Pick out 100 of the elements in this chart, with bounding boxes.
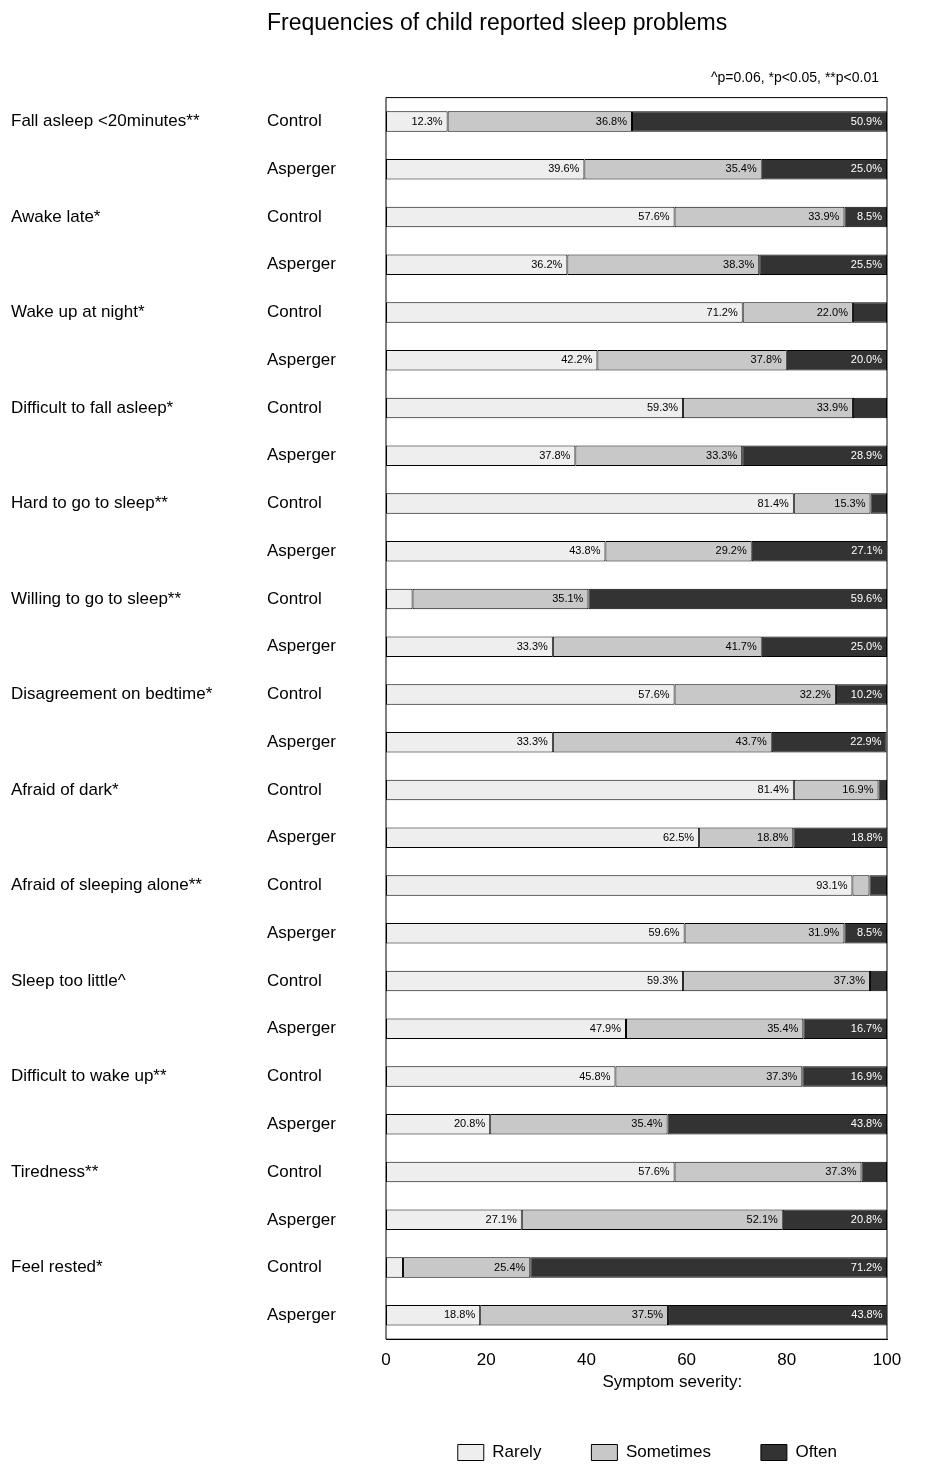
data-label: 16.7% xyxy=(850,1021,883,1034)
y-tick-label: Control xyxy=(267,588,322,608)
text: ^p=0.06, *p<0.05, **p<0.01 xyxy=(710,69,880,86)
y-tick-label: Asperger xyxy=(267,731,337,751)
data-label: 42.2% xyxy=(561,353,593,366)
data-label: 37.5% xyxy=(631,1308,664,1321)
y-tick-label: Control xyxy=(267,302,322,322)
data-label: 33.9% xyxy=(808,210,840,223)
data-label: 93.1% xyxy=(816,878,848,891)
text: Disagreement on bedtime* xyxy=(11,684,213,704)
x-tick-label: 60 xyxy=(677,1350,697,1370)
data-label: 18.8% xyxy=(851,830,883,843)
data-label: 57.6% xyxy=(638,210,670,223)
data-label: 71.2% xyxy=(706,305,738,318)
text: Feel rested* xyxy=(11,1257,104,1277)
chart-title: Frequencies of child reported sleep problems xyxy=(267,9,728,36)
data-label: 31.9% xyxy=(808,926,840,939)
data-label: 27.1% xyxy=(851,544,883,557)
legend-label: Sometimes xyxy=(625,1442,711,1462)
data-label: 52.1% xyxy=(746,1212,778,1225)
data-label: 36.8% xyxy=(595,114,628,127)
data-label: 81.4% xyxy=(757,783,790,796)
text: Hard to go to sleep** xyxy=(11,493,169,513)
data-label: 59.6% xyxy=(850,592,883,605)
data-label: 16.9% xyxy=(842,783,874,796)
y-tick-label: Control xyxy=(267,875,322,895)
data-label: 59.3% xyxy=(646,401,679,414)
data-label: 37.3% xyxy=(833,974,866,987)
data-label: 22.0% xyxy=(816,305,849,318)
data-label: 15.3% xyxy=(834,496,866,509)
text: Afraid of sleeping alone** xyxy=(11,875,203,895)
data-label: 37.3% xyxy=(825,1165,857,1178)
data-label: 41.7% xyxy=(725,639,757,652)
y-tick-label: Control xyxy=(267,1257,322,1277)
text: Sleep too little^ xyxy=(11,970,126,990)
y-tick-label: Asperger xyxy=(267,1209,337,1229)
y-tick-label: Control xyxy=(267,1066,322,1086)
data-label: 18.8% xyxy=(443,1308,476,1321)
data-label: 50.9% xyxy=(850,114,883,127)
data-label: 47.9% xyxy=(589,1021,622,1034)
y-tick-label: Control xyxy=(267,970,322,990)
x-tick-label: 100 xyxy=(872,1350,902,1370)
y-tick-label: Control xyxy=(267,111,322,131)
data-label: 33.3% xyxy=(706,448,738,461)
text: Difficult to wake up** xyxy=(11,1066,167,1086)
data-label: 20.8% xyxy=(454,1117,486,1130)
text: Fall asleep <20minutes** xyxy=(11,111,200,131)
data-label: 81.4% xyxy=(757,496,790,509)
data-label: 28.9% xyxy=(850,448,883,461)
data-label: 10.2% xyxy=(850,687,883,700)
data-label: 43.7% xyxy=(735,735,767,748)
data-label: 29.2% xyxy=(715,544,747,557)
data-label: 33.3% xyxy=(516,639,549,652)
data-label: 25.4% xyxy=(494,1260,526,1273)
y-tick-label: Asperger xyxy=(267,1114,337,1133)
data-label: 20.0% xyxy=(850,353,883,366)
data-label: 37.8% xyxy=(750,353,783,366)
y-tick-label: Asperger xyxy=(267,1018,337,1038)
y-tick-label: Asperger xyxy=(267,445,337,465)
x-tick-label: 80 xyxy=(777,1350,797,1370)
data-label: 33.3% xyxy=(516,735,549,748)
data-label: 39.6% xyxy=(548,162,580,175)
y-tick-label: Asperger xyxy=(267,922,337,942)
y-tick-label: Control xyxy=(267,206,322,226)
data-label: 35.1% xyxy=(552,592,584,605)
data-label: 37.8% xyxy=(539,448,571,461)
text: Afraid of dark* xyxy=(11,779,120,799)
x-tick-label: 20 xyxy=(476,1350,496,1370)
x-tick-label: 0 xyxy=(381,1350,391,1370)
data-label: 16.9% xyxy=(850,1069,883,1082)
data-label: 20.8% xyxy=(850,1212,883,1225)
data-label: 22.9% xyxy=(850,735,882,748)
y-tick-label: Asperger xyxy=(267,540,337,560)
y-tick-label: Control xyxy=(267,779,322,799)
text: Tiredness** xyxy=(11,1161,99,1181)
data-label: 33.9% xyxy=(816,401,849,414)
legend-label: Rarely xyxy=(492,1442,542,1462)
data-label: 37.3% xyxy=(766,1069,798,1082)
y-tick-label: Control xyxy=(267,684,322,704)
y-tick-label: Control xyxy=(267,1161,322,1181)
data-label: 35.4% xyxy=(725,162,757,175)
data-label: 18.8% xyxy=(757,830,789,843)
legend-title: Symptom severity: xyxy=(602,1371,743,1391)
data-label: 43.8% xyxy=(569,544,601,557)
y-tick-label: Asperger xyxy=(267,254,337,274)
data-label: 57.6% xyxy=(638,1165,670,1178)
text: Wake up at night* xyxy=(11,302,145,322)
legend-label: Often xyxy=(795,1442,838,1462)
text: Awake late* xyxy=(11,206,101,226)
data-label: 62.5% xyxy=(662,830,695,843)
data-label: 32.2% xyxy=(799,687,832,700)
y-tick-label: Asperger xyxy=(267,636,337,656)
data-label: 8.5% xyxy=(856,926,883,939)
text: Difficult to fall asleep* xyxy=(11,397,174,417)
data-label: 45.8% xyxy=(579,1069,611,1082)
data-label: 59.6% xyxy=(648,926,680,939)
y-tick-label: Asperger xyxy=(267,349,337,369)
data-label: 12.3% xyxy=(411,114,443,127)
x-tick-label: 40 xyxy=(576,1350,596,1370)
data-label: 8.5% xyxy=(856,210,883,223)
